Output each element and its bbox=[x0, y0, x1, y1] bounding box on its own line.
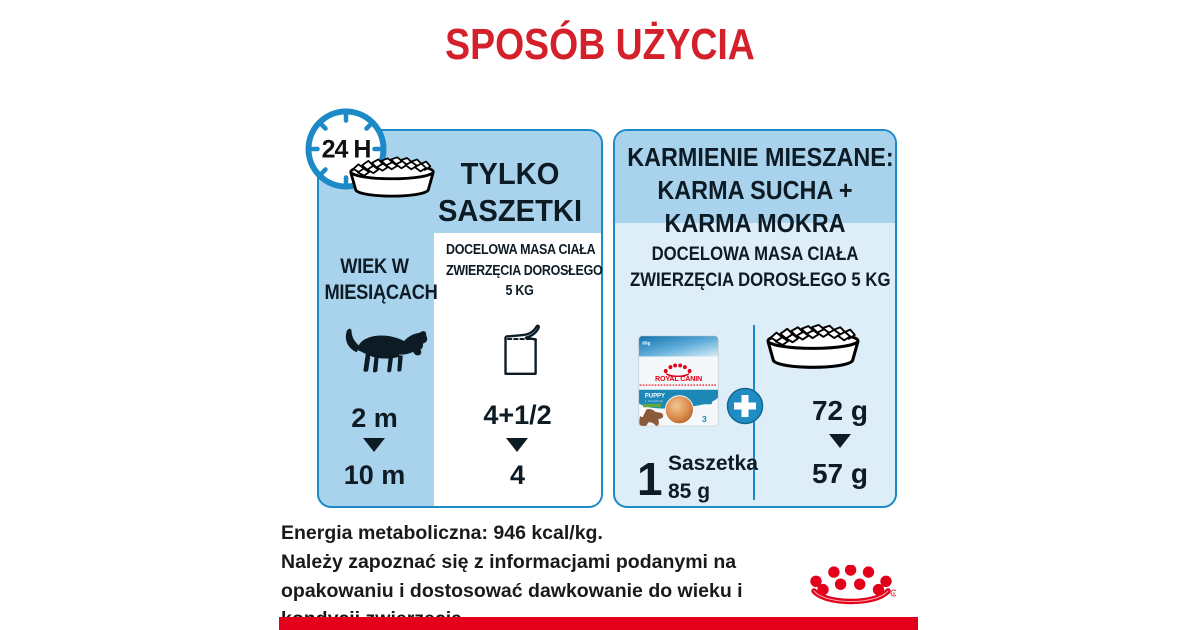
svg-text:85g: 85g bbox=[642, 341, 650, 346]
svg-text:R: R bbox=[893, 592, 896, 596]
svg-text:ROYAL CANIN: ROYAL CANIN bbox=[655, 374, 702, 383]
svg-text:PUPPY: PUPPY bbox=[645, 393, 665, 399]
svg-text:3: 3 bbox=[702, 414, 707, 424]
